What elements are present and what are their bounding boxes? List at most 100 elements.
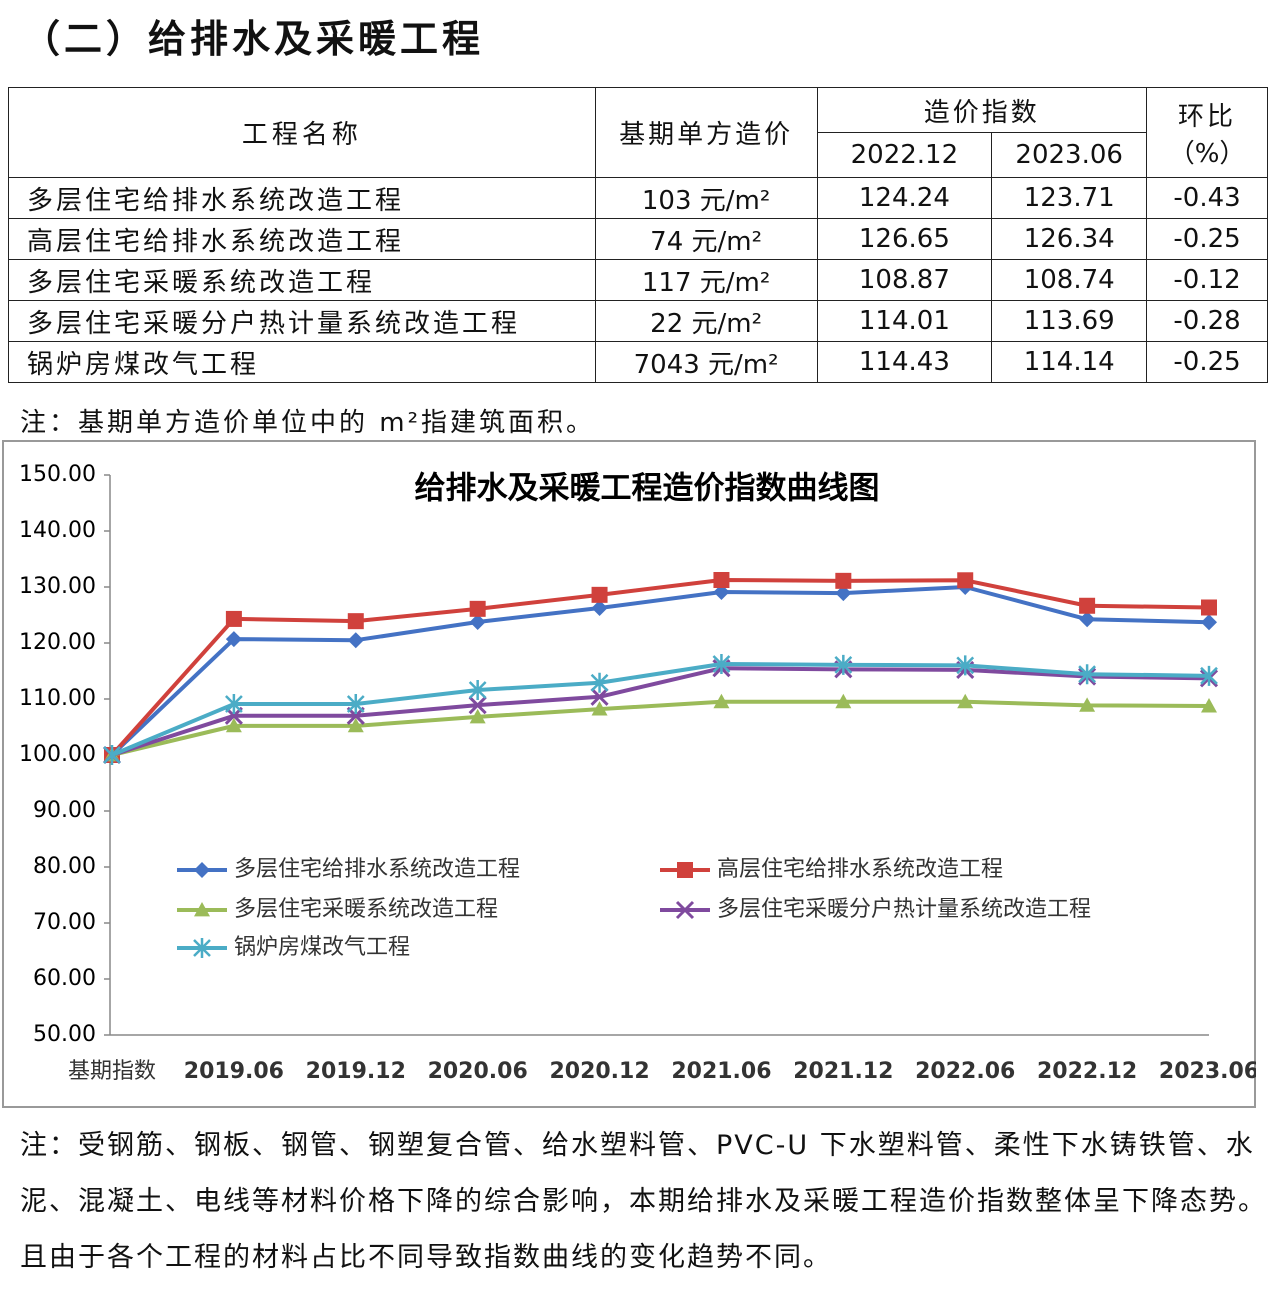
table-cell: 103 元/m² [594,177,818,219]
table-cell: 113.69 [991,300,1148,342]
y-tick-label: 140.00 [19,518,96,543]
legend-marker [677,862,693,878]
y-tick-label: 90.00 [33,798,96,823]
table-cell: 126.34 [991,218,1148,260]
legend-label: 锅炉房煤改气工程 [234,935,410,960]
header-text: （%） [1168,138,1246,169]
data-point [225,631,242,648]
data-point [713,693,730,709]
data-point [469,708,486,724]
x-tick-label: 2019.06 [184,1059,284,1084]
legend-label: 多层住宅采暖系统改造工程 [234,897,498,922]
table-row: 多层住宅给排水系统改造工程 103 元/m² 124.24 123.71 -0.43 [8,177,1268,219]
data-point [103,745,121,765]
table-cell: 114.14 [991,341,1148,383]
table-cell: -0.12 [1146,259,1268,301]
header-cell: 基期单方造价 [594,87,818,178]
data-point [347,632,364,649]
header-cell: 工程名称 [8,87,596,178]
chart-title: 给排水及采暖工程造价指数曲线图 [415,471,880,507]
footer-note: 注：受钢筋、钢板、钢管、钢塑复合管、给水塑料管、PVC-U 下水塑料管、柔性下水… [20,1130,1267,1273]
data-point [591,586,608,603]
data-point [1078,664,1096,685]
data-point [469,614,486,630]
header-cell: 2022.12 [816,132,993,178]
data-point [712,654,731,674]
header-cell: 造价指数 [816,87,1148,133]
data-point [956,655,975,676]
y-tick-label: 130.00 [19,574,96,599]
table-row: 高层住宅给排水系统改造工程 74 元/m² 126.65 126.34 -0.25 [8,218,1268,260]
table-note: 注：基期单方造价单位中的 m²指建筑面积。 [20,408,596,438]
legend-marker [193,938,211,958]
table-cell: 多层住宅给排水系统改造工程 [8,177,596,219]
data-point [1201,698,1217,713]
data-point [1079,611,1096,628]
y-tick-label: 110.00 [19,686,96,711]
data-point [1201,599,1217,616]
header-cell: 2023.06 [991,132,1148,178]
data-point [469,600,486,617]
index-table: 工程名称 基期单方造价 造价指数 环比 （%） 2022.12 2023.06 多… [8,87,1268,383]
table-cell: 124.24 [816,177,993,219]
data-point [468,696,487,715]
header-text: 环比 [1178,101,1237,132]
x-tick-label: 2020.12 [549,1059,649,1084]
header-cell: 环比 （%） [1146,87,1268,178]
table-cell: 高层住宅给排水系统改造工程 [8,218,596,260]
table-row: 多层住宅采暖分户热计量系统改造工程 22 元/m² 114.01 113.69 -0.2… [8,300,1268,342]
legend-marker [194,902,210,917]
series-line [110,585,1210,757]
table-cell: 锅炉房煤改气工程 [8,341,596,383]
table-cell: -0.25 [1146,218,1268,260]
table-cell: 126.65 [816,218,993,260]
data-point [590,672,609,693]
data-point [1200,665,1218,686]
x-tick-label: 2019.12 [306,1059,406,1084]
data-point [225,694,243,715]
chart: 给排水及采暖工程造价指数曲线图 50.00 60.00 70.00 80.00 90.0… [2,440,1256,1108]
data-point [713,584,730,601]
data-point [835,572,852,589]
x-tick-label: 2022.12 [1037,1059,1137,1084]
series-line [111,666,1210,757]
data-point [834,654,853,675]
x-tick-label: 2021.06 [671,1059,771,1084]
table-cell: 74 元/m² [594,218,818,260]
data-point [590,687,609,706]
legend-marker [194,862,210,878]
y-tick-label: 60.00 [33,966,96,991]
table-cell: 多层住宅采暖系统改造工程 [8,259,596,301]
data-point [347,717,364,733]
table-cell: -0.25 [1146,341,1268,383]
series-line [111,699,1210,757]
y-tick-label: 150.00 [19,462,96,487]
legend-label: 多层住宅采暖分户热计量系统改造工程 [717,897,1091,922]
data-point [1079,697,1096,712]
header-row: 工程名称 基期单方造价 造价指数 环比 （%） [8,87,1268,178]
y-tick-label: 100.00 [19,742,96,767]
x-tick-label: 2020.06 [428,1059,528,1084]
table-cell: 123.71 [991,177,1148,219]
table-cell: 114.43 [816,341,993,383]
section-title: （二）给排水及采暖工程 [22,17,485,61]
data-point [1201,614,1217,631]
legend-label: 多层住宅给排水系统改造工程 [234,857,520,882]
table-row: 多层住宅采暖系统改造工程 117 元/m² 108.87 108.74 -0.12 [8,259,1268,301]
table-cell: 多层住宅采暖分户热计量系统改造工程 [8,300,596,342]
legend-marker [675,900,695,920]
series-line [111,662,1210,757]
data-point [713,572,730,588]
data-point [225,717,242,733]
x-tick-label: 2022.06 [915,1059,1015,1084]
data-point [347,613,364,630]
data-point [591,701,608,716]
x-tick-label: 2023.06 [1159,1059,1256,1084]
table-cell: 114.01 [816,300,993,342]
y-tick-label: 120.00 [19,630,96,655]
data-point [957,572,974,589]
table-cell: 7043 元/m² [594,341,818,383]
table-cell: 117 元/m² [594,259,818,301]
x-tick-label: 基期指数 [68,1059,156,1084]
